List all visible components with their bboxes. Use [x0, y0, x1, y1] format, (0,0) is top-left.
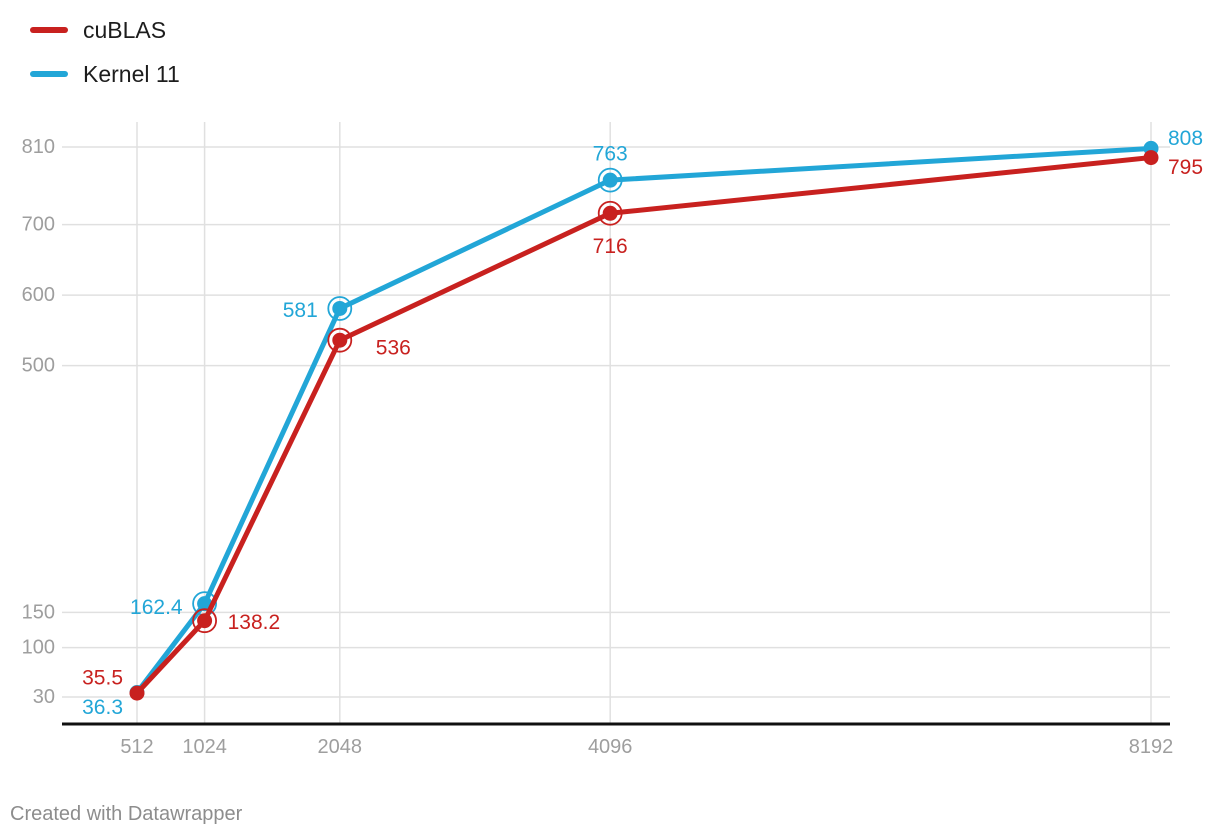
- point-ring-cublas-1024: [192, 608, 218, 634]
- legend-item-cublas: cuBLAS: [30, 16, 180, 44]
- y-tick-label-700: 700: [22, 214, 55, 236]
- point-label-kernel-11-1024: 162.4: [130, 596, 183, 619]
- point-cublas-2048[interactable]: [332, 332, 348, 348]
- x-tick-label-2048: 2048: [318, 736, 363, 758]
- chart-credit-link[interactable]: Created with Datawrapper: [10, 803, 243, 825]
- point-label-kernel-11-4096: 763: [593, 143, 628, 166]
- x-tick-label-1024: 1024: [182, 736, 227, 758]
- point-label-kernel-11-2048: 581: [283, 299, 318, 322]
- legend-label-cublas: cuBLAS: [83, 16, 167, 43]
- point-label-cublas-8192: 795: [1168, 156, 1203, 179]
- point-kernel-11-4096[interactable]: [602, 172, 618, 188]
- series-line-kernel-11: [134, 145, 1154, 696]
- point-cublas-4096[interactable]: [602, 205, 618, 221]
- x-tick-label-512: 512: [120, 736, 153, 758]
- y-tick-label-100: 100: [22, 637, 55, 659]
- point-label-cublas-2048: 536: [376, 337, 411, 360]
- y-tick-label-600: 600: [22, 284, 55, 306]
- legend-swatch-kernel11: [30, 71, 68, 77]
- point-label-cublas-4096: 716: [593, 235, 628, 258]
- legend: cuBLAS Kernel 11: [30, 16, 180, 104]
- point-kernel-11-2048[interactable]: [332, 300, 348, 316]
- point-cublas-512[interactable]: [129, 685, 145, 701]
- y-tick-label-30: 30: [33, 686, 55, 708]
- point-ring-kernel-11-2048: [327, 296, 353, 321]
- x-tick-label-4096: 4096: [588, 736, 633, 758]
- point-cublas-1024[interactable]: [197, 613, 213, 629]
- point-label-cublas-1024: 138.2: [228, 611, 281, 634]
- point-label-cublas-512: 35.5: [82, 667, 123, 690]
- y-tick-label-500: 500: [22, 355, 55, 377]
- legend-item-kernel11: Kernel 11: [30, 60, 180, 88]
- point-ring-cublas-4096: [597, 200, 623, 226]
- x-tick-label-8192: 8192: [1129, 736, 1174, 758]
- legend-swatch-cublas: [30, 27, 68, 33]
- point-ring-cublas-2048: [327, 327, 353, 353]
- legend-label-kernel11: Kernel 11: [83, 60, 180, 87]
- y-tick-label-810: 810: [22, 136, 55, 158]
- point-label-kernel-11-8192: 808: [1168, 127, 1203, 150]
- point-ring-kernel-11-4096: [597, 167, 623, 193]
- y-tick-label-150: 150: [22, 601, 55, 623]
- point-label-kernel-11-512: 36.3: [82, 696, 123, 719]
- point-cublas-8192[interactable]: [1143, 150, 1159, 166]
